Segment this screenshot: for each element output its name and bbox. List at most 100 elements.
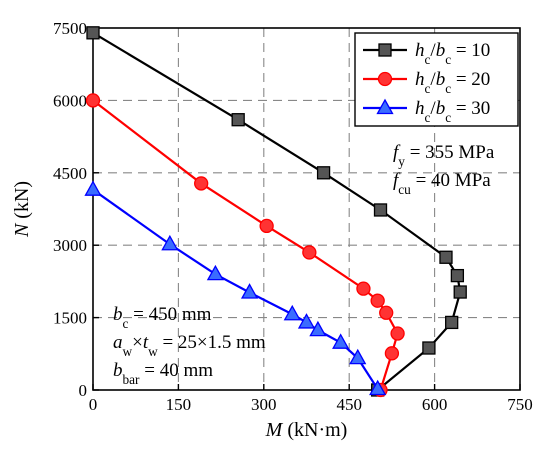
legend-h: h [415, 69, 425, 90]
legend-slash: / [430, 69, 436, 90]
legend-marker [377, 71, 393, 87]
series-point [302, 245, 317, 260]
series-point [373, 203, 388, 217]
series-line [92, 31, 462, 391]
series-point [259, 218, 274, 234]
legend-b-sub: c [445, 81, 451, 96]
series-1 [86, 26, 467, 397]
series-point [85, 93, 101, 108]
legend-eq: = 10 [451, 40, 490, 61]
plot-frame [92, 27, 521, 391]
legend-h: h [415, 40, 425, 61]
ann-symbol: b [113, 304, 123, 325]
series-point [349, 348, 367, 365]
ann-symbol: a [113, 332, 123, 353]
material-annotation: fcu = 40 MPa [393, 170, 491, 197]
ann-sub: c [123, 316, 129, 331]
x-tick-label: 750 [507, 395, 533, 414]
legend-b: b [436, 69, 446, 90]
geometry-annotation: bbar = 40 mm [113, 360, 213, 387]
ann-value: = 450 mm [128, 304, 211, 325]
series-point [84, 180, 102, 196]
series-point [86, 26, 100, 40]
series-point [240, 283, 259, 299]
x-tick-label: 300 [251, 395, 277, 414]
legend-b-sub: c [445, 110, 451, 125]
series-point [384, 346, 400, 361]
legend-eq: = 30 [451, 98, 490, 119]
series-point [332, 333, 350, 349]
ann-symbol: b [113, 360, 123, 381]
x-axis-label: M (kN·m) [265, 419, 348, 441]
series-point [422, 341, 436, 355]
series-point [206, 264, 225, 281]
series-point [369, 379, 387, 396]
legend-eq: = 20 [451, 69, 490, 90]
x-axis-symbol: M [265, 419, 284, 441]
x-tick-label: 0 [89, 395, 98, 414]
y-tick-label: 6000 [53, 91, 87, 110]
x-tick-label: 600 [422, 395, 448, 414]
series-point [356, 281, 371, 296]
y-tick-label: 7500 [53, 19, 87, 38]
ann-sub: w [148, 344, 158, 359]
ann-sub: cu [398, 182, 411, 197]
legend-label: hc/bc = 20 [415, 69, 490, 96]
ann-sub: y [398, 154, 405, 169]
x-tick-label: 450 [336, 395, 362, 414]
x-axis-unit: (kN·m) [282, 419, 347, 441]
series-point [194, 176, 209, 191]
series-point [309, 320, 327, 337]
legend-h: h [415, 98, 425, 119]
series-point [283, 304, 301, 321]
series-point [390, 326, 405, 341]
y-tick-label: 3000 [53, 236, 87, 255]
legend-b: b [436, 40, 446, 61]
y-axis-symbol: N [11, 222, 33, 238]
legend-slash: / [430, 98, 436, 119]
geometry-annotation: aw×tw = 25×1.5 mm [113, 332, 266, 359]
series-point [379, 305, 394, 320]
ann-sub: bar [123, 372, 141, 387]
x-tick-label: 150 [166, 395, 192, 414]
ann-symbol: f [393, 142, 401, 163]
legend-h-sub: c [425, 81, 431, 96]
material-annotation: fy = 355 MPa [393, 142, 495, 169]
ann-symbol: t [143, 332, 149, 353]
legend-label: hc/bc = 10 [415, 40, 490, 67]
series-line [92, 99, 399, 391]
ann-value: = 40 MPa [411, 170, 491, 191]
legend-h-sub: c [425, 110, 431, 125]
legend-marker [376, 98, 394, 115]
legend-marker [378, 43, 392, 57]
y-axis-label: N (kN) [11, 181, 33, 238]
ann-value: = 25×1.5 mm [158, 332, 266, 353]
series-2 [85, 93, 405, 398]
series-point [453, 285, 467, 299]
ann-value: = 355 MPa [405, 142, 495, 163]
ann-sub: w [123, 344, 133, 359]
series-point [370, 293, 385, 308]
y-tick-label: 1500 [53, 309, 87, 328]
series-3 [84, 180, 387, 396]
legend-h-sub: c [425, 52, 431, 67]
ann-value: × [132, 332, 143, 353]
series-line [92, 188, 379, 390]
series-point [161, 234, 179, 251]
series-point [445, 315, 459, 330]
series-point [316, 166, 331, 180]
legend-label: hc/bc = 30 [415, 98, 490, 125]
legend-slash: / [430, 40, 436, 61]
series-point [297, 313, 316, 329]
series-point [231, 113, 245, 127]
geometry-annotation: bc = 450 mm [113, 304, 212, 331]
legend-b: b [436, 98, 446, 119]
y-tick-label: 0 [79, 381, 88, 400]
series-point [439, 250, 453, 264]
ann-value: = 40 mm [139, 360, 213, 381]
y-axis-unit: (kN) [11, 181, 33, 224]
y-tick-label: 4500 [53, 164, 87, 183]
legend-b-sub: c [445, 52, 451, 67]
